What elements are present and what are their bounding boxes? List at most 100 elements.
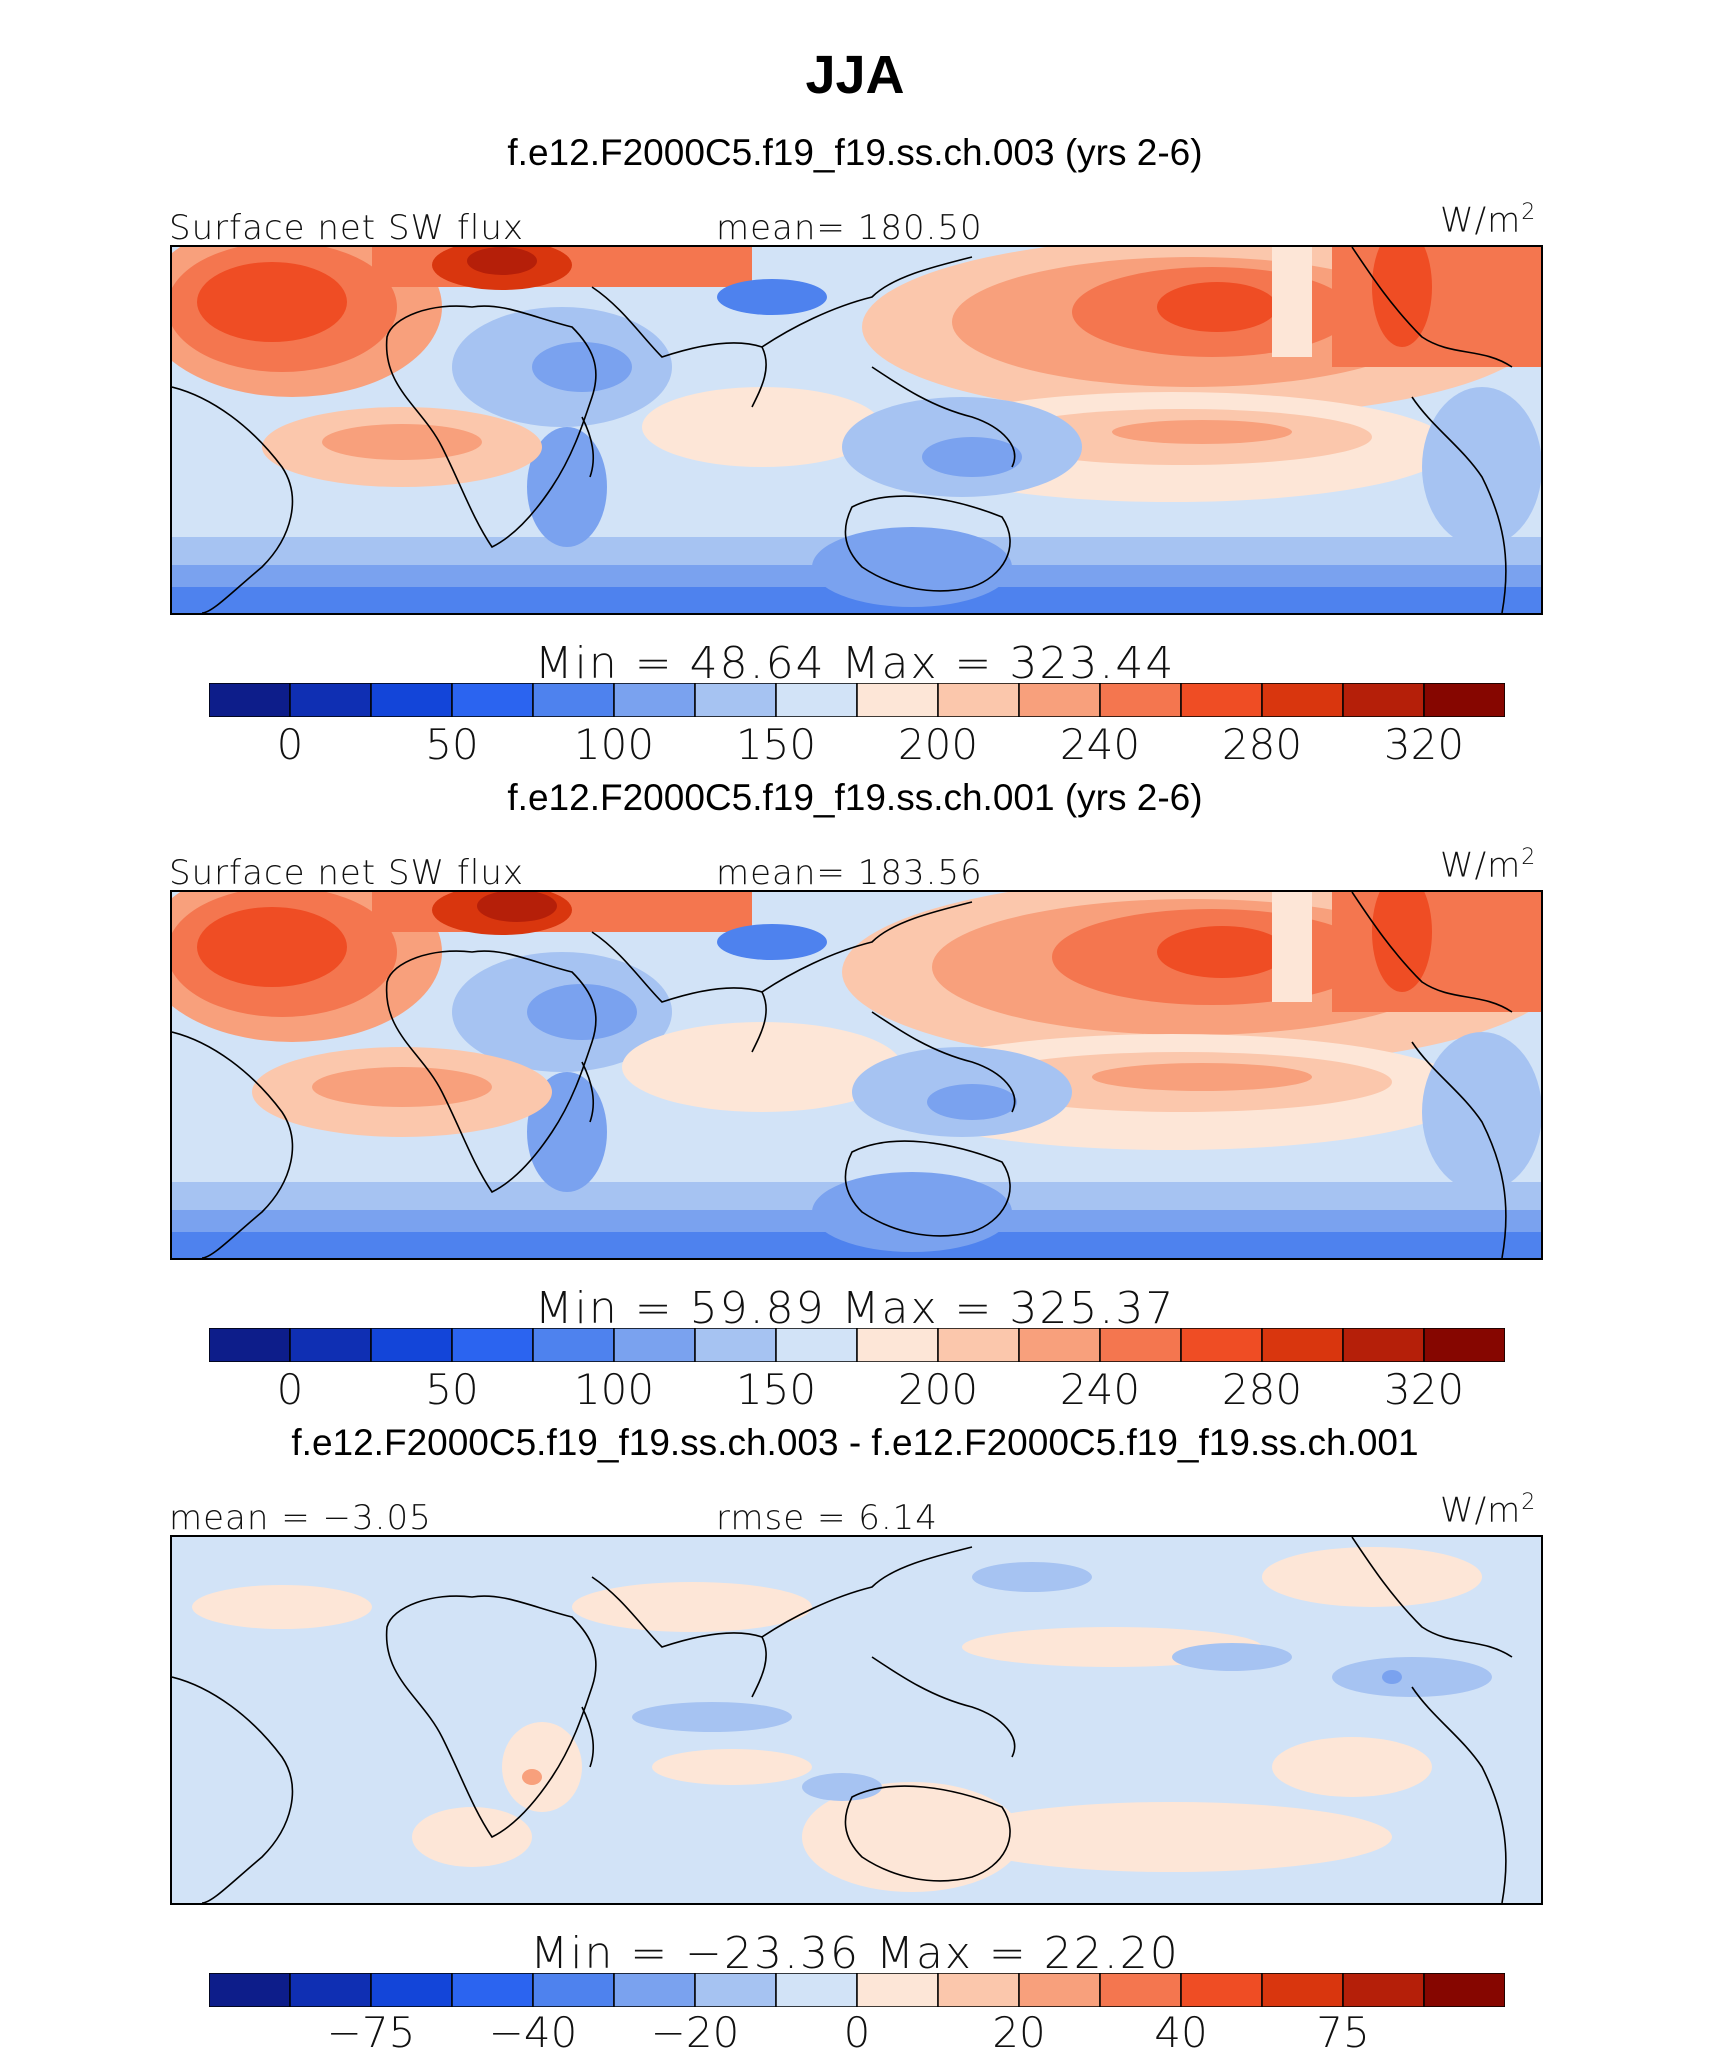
panel-1-map — [170, 245, 1543, 615]
colorbar-box — [937, 682, 1020, 718]
panel-1-colorbar — [208, 682, 1506, 718]
colorbar-box — [1261, 1327, 1344, 1363]
colorbar-box — [1180, 1972, 1263, 2008]
colorbar-box — [694, 682, 777, 718]
colorbar-box — [856, 682, 939, 718]
panel-2-map — [170, 890, 1543, 1260]
panel-2-tick: 150 — [735, 1365, 817, 1414]
colorbar-box — [856, 1972, 939, 2008]
panel-1-tick: 0 — [276, 720, 304, 769]
colorbar-box — [1423, 1972, 1506, 2008]
panel-2-tick: 50 — [425, 1365, 479, 1414]
panel-3-colorbar-boxes — [208, 1972, 1506, 2008]
colorbar-box — [613, 682, 696, 718]
panel-3-case-title: f.e12.F2000C5.f19_f19.ss.ch.003 - f.e12.… — [291, 1422, 1419, 1463]
panel-3-map — [170, 1535, 1543, 1905]
colorbar-box — [1180, 1327, 1263, 1363]
colorbar-box — [208, 1972, 291, 2008]
panel-3-rmse-label: rmse = 6.14 — [716, 1498, 938, 1538]
panel-3-tick: −40 — [488, 2008, 578, 2057]
colorbar-box — [1018, 682, 1101, 718]
colorbar-box — [532, 1327, 615, 1363]
panel-3-colorbar-ticks: −75 −40 −20 0 20 40 75 — [0, 2008, 1710, 2064]
panel-3-tick: −75 — [326, 2008, 416, 2057]
panel-3-minmax: Min = −23.36 Max = 22.20 — [530, 1928, 1180, 1979]
panel-2-tick: 240 — [1059, 1365, 1141, 1414]
colorbar-box — [451, 1327, 534, 1363]
panel-3-mean-label: mean = −3.05 — [169, 1498, 432, 1538]
panel-1-map-field — [172, 247, 1541, 613]
colorbar-box — [532, 682, 615, 718]
panel-2-colorbar — [208, 1327, 1506, 1363]
colorbar-box — [1261, 1972, 1344, 2008]
colorbar-box — [937, 1327, 1020, 1363]
panel-1-variable-label: Surface net SW flux — [169, 208, 525, 248]
colorbar-box — [1099, 1327, 1182, 1363]
colorbar-box — [775, 1327, 858, 1363]
panel-1-tick: 320 — [1383, 720, 1465, 769]
colorbar-box — [370, 682, 453, 718]
colorbar-box — [532, 1972, 615, 2008]
panel-1-tick: 150 — [735, 720, 817, 769]
panel-1-mean-label: mean= 180.50 — [716, 208, 983, 248]
panel-1-colorbar-ticks: 0 50 100 150 200 240 280 320 — [0, 720, 1710, 780]
panel-2-case-title: f.e12.F2000C5.f19_f19.ss.ch.001 (yrs 2-6… — [507, 777, 1203, 818]
panel-3-tick: 20 — [992, 2008, 1046, 2057]
colorbar-box — [370, 1972, 453, 2008]
panel-1-tick: 100 — [573, 720, 655, 769]
colorbar-box — [1342, 1327, 1425, 1363]
panel-1-colorbar-boxes — [208, 682, 1506, 718]
panel-2-colorbar-boxes — [208, 1327, 1506, 1363]
panel-2-map-field — [172, 892, 1541, 1258]
colorbar-box — [1261, 682, 1344, 718]
colorbar-box — [775, 682, 858, 718]
panel-1-tick: 200 — [897, 720, 979, 769]
colorbar-box — [694, 1327, 777, 1363]
panel-1-tick: 50 — [425, 720, 479, 769]
colorbar-box — [451, 682, 534, 718]
colorbar-box — [1342, 1972, 1425, 2008]
panel-2-tick: 0 — [276, 1365, 304, 1414]
colorbar-box — [1342, 682, 1425, 718]
panel-2-tick: 320 — [1383, 1365, 1465, 1414]
panel-1-minmax: Min = 48.64 Max = 323.44 — [534, 638, 1176, 689]
panel-2-tick: 280 — [1221, 1365, 1303, 1414]
colorbar-box — [1180, 682, 1263, 718]
panel-1-tick: 280 — [1221, 720, 1303, 769]
colorbar-box — [289, 1972, 372, 2008]
panel-2-tick: 200 — [897, 1365, 979, 1414]
colorbar-box — [856, 1327, 939, 1363]
panel-2-units-label: W/m2 — [1440, 845, 1537, 886]
panel-3-map-field — [172, 1537, 1541, 1903]
main-title: JJA — [805, 45, 905, 105]
panel-3-units-label: W/m2 — [1440, 1490, 1537, 1531]
panel-3-tick: 0 — [843, 2008, 871, 2057]
colorbar-box — [451, 1972, 534, 2008]
panel-2-minmax: Min = 59.89 Max = 325.37 — [534, 1283, 1176, 1334]
panel-3-colorbar — [208, 1972, 1506, 2008]
colorbar-box — [1423, 1327, 1506, 1363]
colorbar-box — [694, 1972, 777, 2008]
colorbar-box — [208, 1327, 291, 1363]
colorbar-box — [937, 1972, 1020, 2008]
panel-1-units-label: W/m2 — [1440, 200, 1537, 241]
colorbar-box — [370, 1327, 453, 1363]
panel-3-tick: 40 — [1154, 2008, 1208, 2057]
colorbar-box — [1099, 682, 1182, 718]
colorbar-box — [289, 682, 372, 718]
colorbar-box — [613, 1972, 696, 2008]
panel-1-case-title: f.e12.F2000C5.f19_f19.ss.ch.003 (yrs 2-6… — [507, 132, 1203, 173]
panel-2-tick: 100 — [573, 1365, 655, 1414]
panel-3-tick: −20 — [650, 2008, 740, 2057]
panel-2-mean-label: mean= 183.56 — [716, 853, 983, 893]
colorbar-box — [1018, 1972, 1101, 2008]
colorbar-box — [289, 1327, 372, 1363]
panel-1-tick: 240 — [1059, 720, 1141, 769]
colorbar-box — [1018, 1327, 1101, 1363]
colorbar-box — [208, 682, 291, 718]
colorbar-box — [613, 1327, 696, 1363]
panel-2-variable-label: Surface net SW flux — [169, 853, 525, 893]
panel-3-tick: 75 — [1316, 2008, 1370, 2057]
colorbar-box — [1099, 1972, 1182, 2008]
colorbar-box — [775, 1972, 858, 2008]
